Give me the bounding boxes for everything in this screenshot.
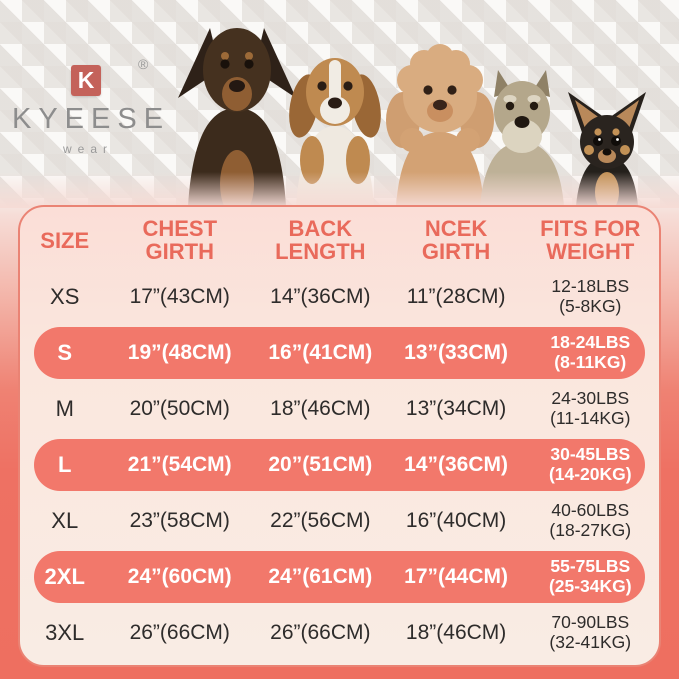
back-length-cell: 16”(41CM) bbox=[268, 341, 373, 364]
logo-letter: K bbox=[77, 67, 95, 93]
neck-girth-cell: 14”(36CM) bbox=[404, 453, 509, 476]
chest-girth-cell: 19”(48CM) bbox=[127, 341, 232, 364]
neck-girth-cell: 16”(40CM) bbox=[405, 509, 507, 532]
weight-cell: 70-90LBS (32-41KG) bbox=[549, 612, 632, 652]
size-cell: XL bbox=[51, 508, 79, 533]
registered-trademark-icon: ® bbox=[138, 56, 149, 72]
brand-logo: K ® KYEESE wear bbox=[12, 56, 164, 156]
chest-girth-cell: 17”(43CM) bbox=[129, 285, 230, 308]
size-cell: S bbox=[57, 340, 73, 365]
chihuahua-dog-image bbox=[568, 92, 646, 206]
header-fits-for-weight: FITS FOR WEIGHT bbox=[540, 216, 641, 264]
chest-girth-cell: 20”(50CM) bbox=[129, 397, 230, 420]
neck-girth-cell: 13”(34CM) bbox=[405, 397, 507, 420]
size-cell: XS bbox=[50, 284, 80, 309]
brand-name: KYEESE bbox=[12, 103, 171, 135]
chest-girth-cell: 21”(54CM) bbox=[127, 453, 232, 476]
table-row-2xl: 2XL 24”(60CM) 24”(61CM) 17”(44CM) 55-75L… bbox=[20, 549, 659, 605]
table-row-m: M 20”(50CM) 18”(46CM) 13”(34CM) 24-30LBS… bbox=[20, 381, 659, 437]
weight-cell: 40-60LBS (18-27KG) bbox=[549, 500, 632, 540]
chest-girth-cell: 26”(66CM) bbox=[129, 621, 230, 644]
neck-girth-cell: 13”(33CM) bbox=[404, 341, 509, 364]
size-chart-card: SIZE CHEST GIRTH BACK LENGTH NCEK GIRTH FIT… bbox=[18, 205, 661, 667]
back-length-cell: 20”(51CM) bbox=[268, 453, 373, 476]
back-length-cell: 14”(36CM) bbox=[270, 285, 371, 308]
houndstooth-background bbox=[0, 0, 679, 208]
size-cell: L bbox=[58, 452, 72, 477]
size-chart-header-row: SIZE CHEST GIRTH BACK LENGTH NCEK GIRTH FIT… bbox=[20, 213, 659, 269]
weight-cell: 30-45LBS (14-20KG) bbox=[548, 444, 632, 484]
neck-girth-cell: 17”(44CM) bbox=[404, 565, 509, 588]
neck-girth-cell: 18”(46CM) bbox=[405, 621, 507, 644]
brand-subtitle: wear bbox=[62, 142, 113, 156]
weight-cell: 18-24LBS (8-11KG) bbox=[550, 332, 631, 372]
weight-cell: 12-18LBS (5-8KG) bbox=[551, 276, 630, 316]
size-cell: 2XL bbox=[44, 564, 85, 589]
back-length-cell: 22”(56CM) bbox=[270, 509, 371, 532]
table-row-s: S 19”(48CM) 16”(41CM) 13”(33CM) 18-24LBS… bbox=[20, 325, 659, 381]
table-row-l: L 21”(54CM) 20”(51CM) 14”(36CM) 30-45LBS… bbox=[20, 437, 659, 493]
hero-fade-overlay bbox=[0, 172, 679, 208]
weight-cell: 55-75LBS (25-34KG) bbox=[548, 556, 632, 596]
back-length-cell: 18”(46CM) bbox=[270, 397, 371, 420]
beagle-dog-image bbox=[289, 58, 381, 206]
back-length-cell: 24”(61CM) bbox=[268, 565, 373, 588]
back-length-cell: 26”(66CM) bbox=[270, 621, 371, 644]
table-row-xl: XL 23”(58CM) 22”(56CM) 16”(40CM) 40-60LB… bbox=[20, 493, 659, 549]
size-cell: M bbox=[55, 396, 74, 421]
header-back-length: BACK LENGTH bbox=[275, 216, 366, 264]
neck-girth-cell: 11”(28CM) bbox=[406, 285, 506, 308]
chest-girth-cell: 23”(58CM) bbox=[129, 509, 230, 532]
chest-girth-cell: 24”(60CM) bbox=[127, 565, 232, 588]
header-size: SIZE bbox=[40, 227, 90, 253]
brand-logo-mark: K bbox=[71, 65, 101, 96]
size-cell: 3XL bbox=[45, 620, 85, 645]
table-row-xs: XS 17”(43CM) 14”(36CM) 11”(28CM) 12-18LB… bbox=[20, 269, 659, 325]
weight-cell: 24-30LBS (11-14KG) bbox=[550, 388, 631, 428]
header-chest-girth: CHEST GIRTH bbox=[142, 216, 218, 264]
header-neck-girth: NCEK GIRTH bbox=[421, 216, 491, 264]
table-row-3xl: 3XL 26”(66CM) 26”(66CM) 18”(46CM) 70-90L… bbox=[20, 605, 659, 661]
